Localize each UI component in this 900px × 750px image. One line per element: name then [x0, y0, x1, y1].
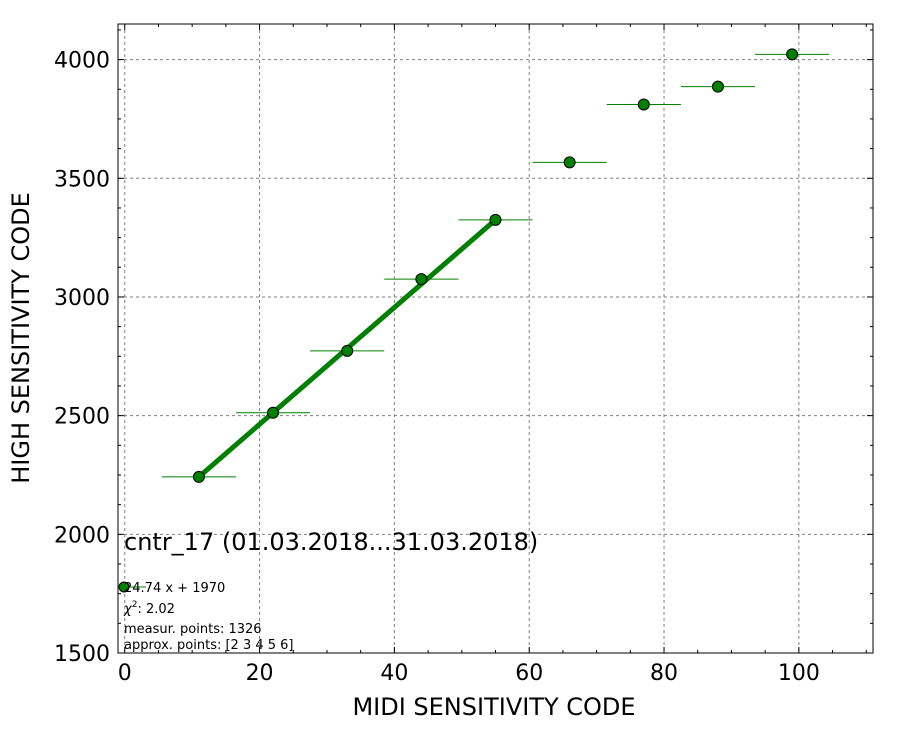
data-point: [563, 156, 576, 169]
data-point: [267, 406, 280, 419]
chi-value: : 2.02: [137, 602, 174, 617]
grid: [118, 24, 873, 654]
x-tick-label: 60: [515, 661, 543, 686]
y-tick-label: 2000: [54, 523, 110, 548]
chi-superscript: 2: [132, 600, 138, 610]
x-tick-label: 40: [380, 661, 408, 686]
x-tick-label: 20: [246, 661, 274, 686]
y-axis-title: HIGH SENSITIVITY CODE: [7, 192, 35, 484]
y-tick-label: 3500: [54, 167, 110, 192]
x-axis-title: MIDI SENSITIVITY CODE: [352, 693, 635, 721]
x-tick-label: 80: [650, 661, 678, 686]
legend-marker: [118, 581, 146, 593]
data-points: [161, 48, 830, 483]
y-tick-label: 4000: [54, 49, 110, 74]
data-point: [489, 213, 502, 226]
data-point: [415, 273, 428, 286]
plot-frame: [117, 23, 874, 654]
measured-points: measur. points: 1326: [124, 622, 262, 637]
data-point: [786, 48, 799, 61]
y-tick-label: 1500: [54, 642, 110, 667]
legend-marker-dot: [118, 581, 130, 593]
y-tick-label: 2500: [54, 405, 110, 430]
approx-points: approx. points: [2 3 4 5 6]: [124, 638, 294, 653]
data-point: [711, 80, 724, 93]
chi-squared: χ2: 2.02: [123, 600, 175, 617]
axis-ticks: 0 20 40 60 80 100 1500 2000 2500 3000 3500 4000: [54, 24, 873, 686]
fit-equation: 24.74 x + 1970: [124, 581, 225, 596]
data-point: [341, 344, 354, 357]
x-tick-label: 0: [118, 661, 132, 686]
annotation-block: cntr_17 (01.03.2018...31.03.2018) 24.74 …: [118, 528, 538, 653]
chi-symbol: χ: [123, 602, 133, 617]
annotation-title: cntr_17 (01.03.2018...31.03.2018): [124, 528, 538, 556]
data-point: [637, 98, 650, 111]
data-point: [192, 470, 205, 483]
x-tick-label: 100: [778, 661, 820, 686]
y-tick-label: 3000: [54, 286, 110, 311]
